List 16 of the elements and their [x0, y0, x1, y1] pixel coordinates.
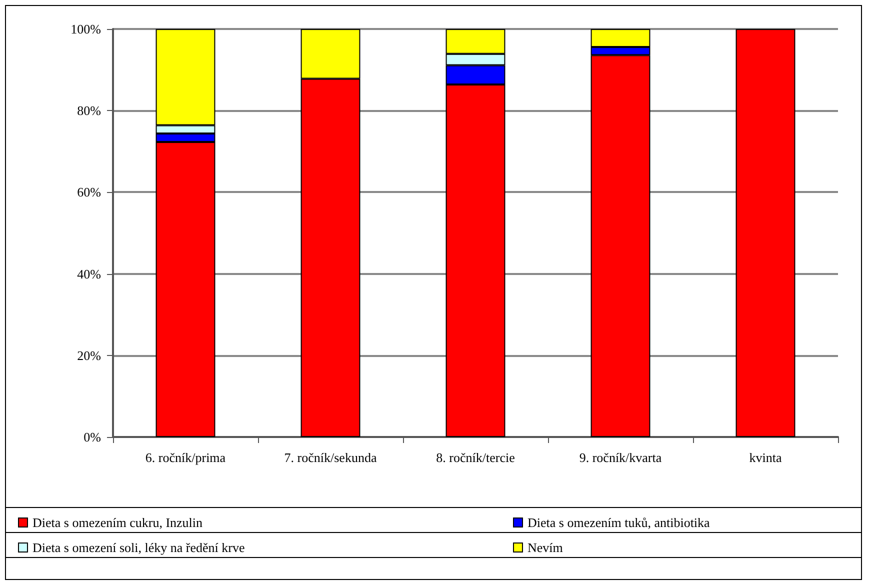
y-tick-label: 20%	[77, 348, 102, 363]
y-tick-label: 100%	[70, 22, 102, 36]
y-tick-label: 40%	[77, 266, 102, 282]
legend-label: Nevím	[528, 540, 563, 555]
y-tick-label: 80%	[77, 103, 102, 118]
x-tick-label: 7. ročník/sekunda	[284, 450, 377, 465]
x-tick-label: 6. ročník/prima	[145, 450, 226, 465]
x-tick-label: 9. ročník/kvarta	[579, 450, 662, 465]
y-tick-label: 0%	[84, 430, 102, 444]
y-tick-label: 60%	[77, 184, 102, 200]
legend-label: Dieta s omezení soli, léky na ředění krve	[32, 540, 245, 555]
legend-label: Dieta s omezením cukru, Inzulin	[32, 515, 204, 530]
bar	[736, 29, 796, 437]
x-tick-label: kvinta	[749, 450, 782, 465]
legend-label: Dieta s omezením tuků, antibiotika	[528, 515, 710, 530]
x-tick-label: 8. ročník/tercie	[436, 450, 516, 465]
